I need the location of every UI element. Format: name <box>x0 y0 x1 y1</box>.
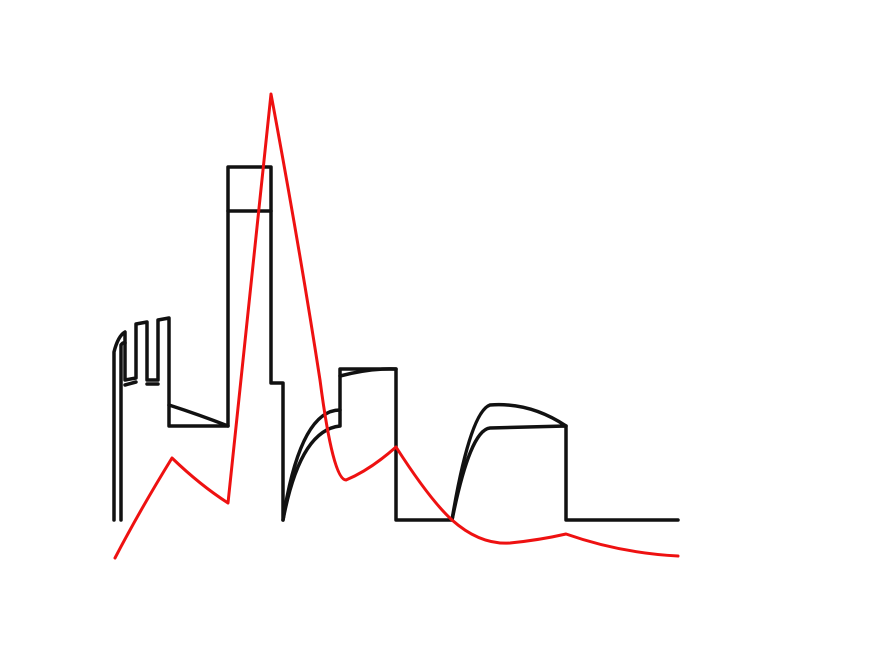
skyline-outline <box>112 165 680 522</box>
skyline-inner <box>119 341 160 522</box>
skyline-detail <box>167 209 568 522</box>
red-curve <box>113 92 680 560</box>
